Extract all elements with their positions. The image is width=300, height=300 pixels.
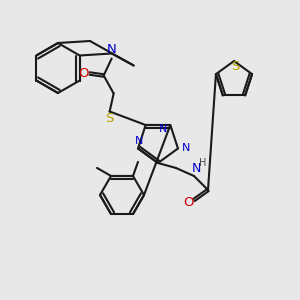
Text: S: S xyxy=(231,61,239,74)
Text: O: O xyxy=(183,196,193,208)
Text: N: N xyxy=(191,163,201,176)
Text: N: N xyxy=(107,43,116,56)
Text: O: O xyxy=(78,67,89,80)
Text: N: N xyxy=(159,124,167,134)
Text: H: H xyxy=(199,158,207,168)
Text: N: N xyxy=(182,143,190,154)
Text: N: N xyxy=(135,136,143,146)
Text: S: S xyxy=(106,112,114,125)
